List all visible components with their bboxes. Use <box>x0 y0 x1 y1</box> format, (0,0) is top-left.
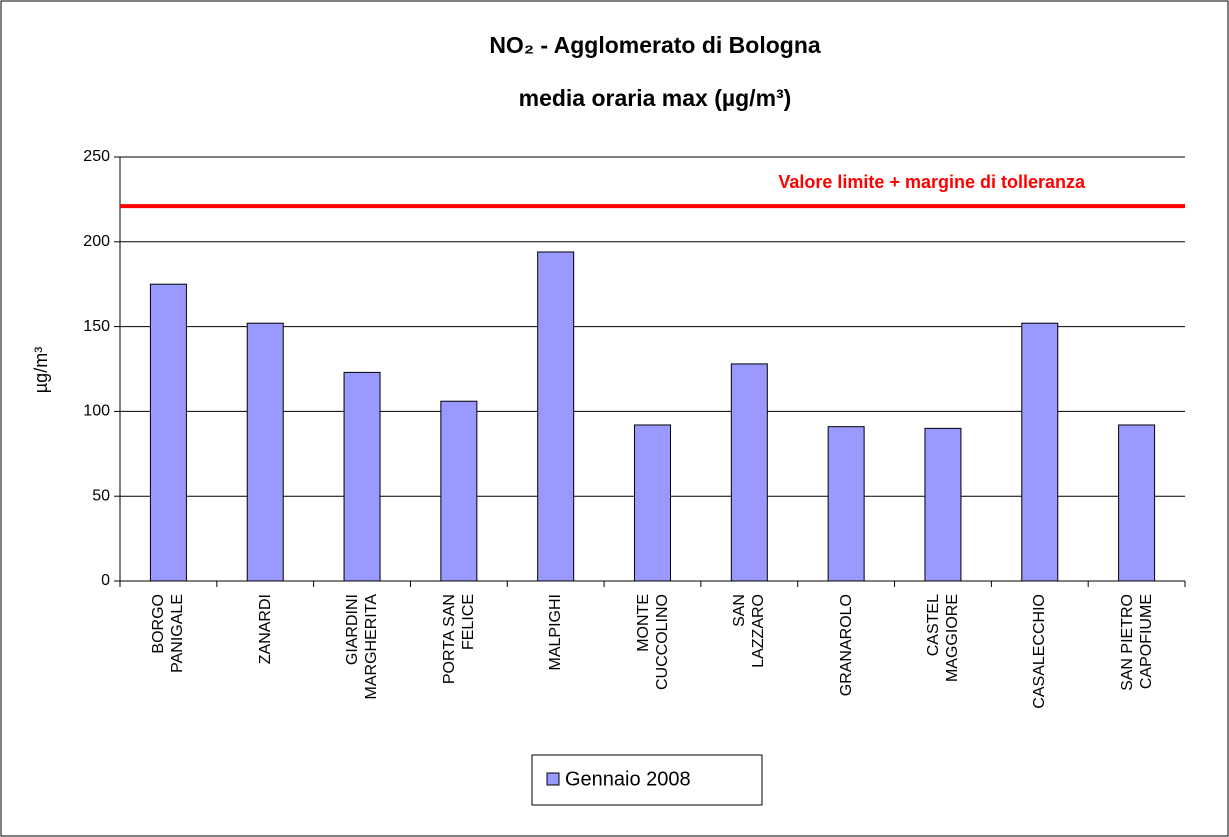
y-tick-label: 200 <box>83 233 110 250</box>
bar <box>537 251 575 582</box>
x-tick-label: ZANARDI <box>256 594 274 665</box>
x-tick-label: BORGO PANIGALE <box>150 594 187 673</box>
chart-subtitle: media oraria max (µg/m³) <box>519 85 792 111</box>
legend-box <box>531 754 763 806</box>
y-tick-label: 100 <box>83 403 110 420</box>
y-axis-label: µg/m³ <box>31 347 51 393</box>
x-tick-label: SAN LAZZARO <box>731 594 768 668</box>
x-tick-label: CASALECCHIO <box>1031 594 1049 709</box>
bar <box>730 363 768 582</box>
x-tick-label: GIARDINI MARGHERITA <box>344 594 381 700</box>
y-tick-label: 50 <box>92 487 110 504</box>
x-tick-label: GRANAROLO <box>837 594 855 697</box>
y-tick-label: 250 <box>83 148 110 165</box>
bar <box>924 427 962 582</box>
x-tick-label: CASTEL MAGGIORE <box>924 594 961 683</box>
x-tick-label: MALPIGHI <box>547 594 565 671</box>
bar <box>149 283 187 582</box>
bar <box>1021 322 1059 582</box>
bar <box>1118 424 1156 582</box>
bar <box>343 371 381 582</box>
x-tick-label: PORTA SAN FELICE <box>440 594 477 685</box>
x-tick-label: MONTE CUCCOLINO <box>634 594 671 691</box>
chart-title: NO₂ - Agglomerato di Bologna <box>489 32 821 58</box>
x-tick-label: SAN PIETRO CAPOFIUME <box>1118 594 1155 691</box>
y-tick-label: 0 <box>101 572 110 589</box>
bar <box>246 322 284 582</box>
bar <box>634 424 671 582</box>
legend-label: Gennaio 2008 <box>565 768 691 790</box>
bar <box>827 426 865 582</box>
legend-marker <box>546 772 560 786</box>
reference-label: Valore limite + margine di tolleranza <box>778 172 1086 192</box>
y-tick-label: 150 <box>83 318 110 335</box>
bar <box>440 400 478 582</box>
